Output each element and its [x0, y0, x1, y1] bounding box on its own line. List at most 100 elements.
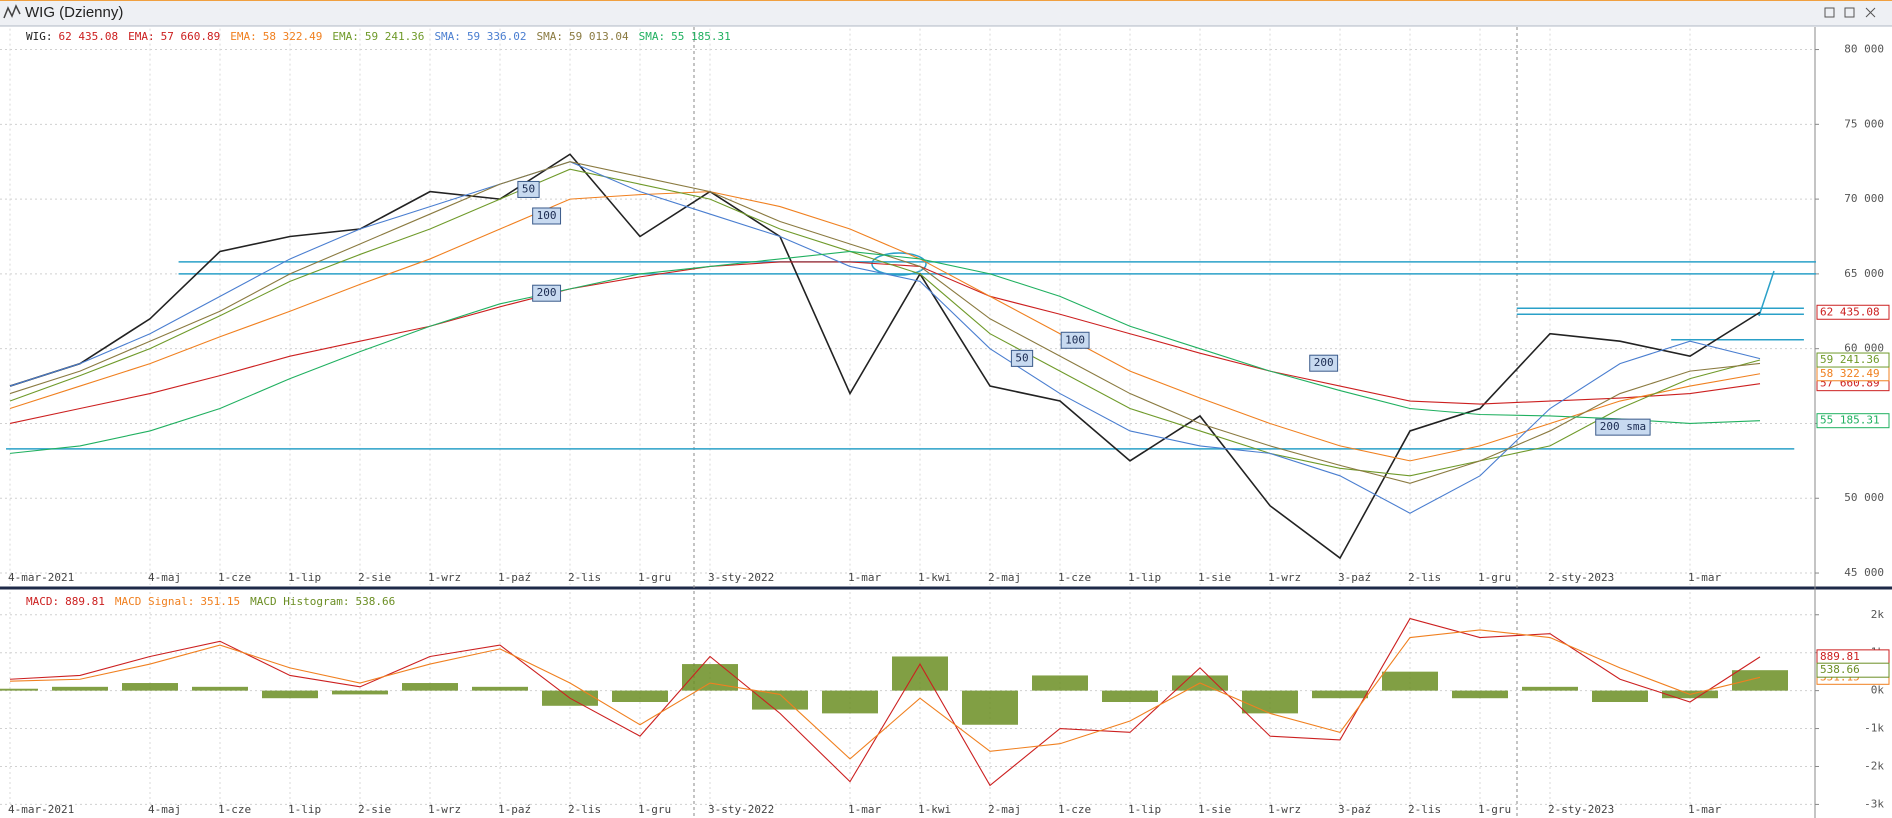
- x-tick-label: 3-paź: [1338, 803, 1371, 816]
- histogram-bar: [1102, 690, 1158, 702]
- x-tick-label: 2-maj: [988, 803, 1021, 816]
- minimize-button[interactable]: [1824, 7, 1835, 18]
- legend-name: MACD Histogram:: [250, 595, 349, 608]
- x-tick-label: 1-wrz: [1268, 571, 1301, 584]
- x-tick-label: 1-wrz: [428, 571, 461, 584]
- price-line: [9, 153, 1761, 560]
- y-tick-label: 80 000: [1844, 43, 1884, 56]
- indicator-line: [9, 261, 1761, 425]
- x-tick-label: 1-sie: [1198, 571, 1231, 584]
- indicator-line: [9, 191, 1761, 462]
- annotation-box: [1595, 418, 1651, 436]
- annotation-label: 200 sma: [1600, 420, 1646, 433]
- legend-value: 351.15: [200, 595, 240, 608]
- histogram-bar: [962, 690, 1018, 725]
- x-tick-label: 3-sty-2022: [708, 803, 774, 816]
- trend-line: [1758, 270, 1775, 317]
- y-tick-label: -3k: [1864, 797, 1884, 810]
- x-tick-label: 2-sty-2023: [1548, 571, 1614, 584]
- restore-button[interactable]: [1844, 7, 1855, 18]
- histogram-bar: [1452, 690, 1508, 699]
- annotation-label: 200: [537, 286, 557, 299]
- x-tick-label: 4-maj: [148, 571, 181, 584]
- value-badge-label: 889.81: [1820, 650, 1860, 663]
- legend-value: 62 435.08: [59, 30, 119, 43]
- highlight-ellipse: [871, 252, 927, 276]
- window-title: WIG (Dzienny): [25, 4, 123, 21]
- x-tick-label: 1-cze: [218, 803, 251, 816]
- legend-name: SMA:: [639, 30, 666, 43]
- x-tick-label: 1-lip: [1128, 571, 1161, 584]
- close-button[interactable]: [1865, 7, 1876, 18]
- legend-name: SMA:: [434, 30, 461, 43]
- x-tick-label: 1-mar: [848, 571, 881, 584]
- y-tick-label: 70 000: [1844, 192, 1884, 205]
- annotation-label: 100: [1065, 333, 1085, 346]
- x-tick-label: 1-sie: [1198, 803, 1231, 816]
- y-tick-label: -2k: [1864, 759, 1884, 772]
- x-tick-label: 2-maj: [988, 571, 1021, 584]
- legend-value: 889.81: [65, 595, 105, 608]
- x-tick-label: 4-maj: [148, 803, 181, 816]
- indicator-line: [9, 617, 1761, 787]
- x-tick-label: 1-paź: [498, 571, 531, 584]
- annotation-box: [1309, 354, 1339, 372]
- histogram-bar: [0, 688, 38, 691]
- legend-value: 59 336.02: [467, 30, 527, 43]
- x-tick-label: 1-mar: [1688, 571, 1721, 584]
- legend-value: 58 322.49: [263, 30, 323, 43]
- value-badge-label: 538.66: [1820, 663, 1860, 676]
- x-tick-label: 1-cze: [218, 571, 251, 584]
- x-tick-label: 1-wrz: [428, 803, 461, 816]
- histogram-bar: [192, 686, 248, 691]
- value-badge-label: 59 241.36: [1820, 353, 1880, 366]
- annotation-label: 50: [522, 182, 535, 195]
- annotation-label: 200: [1314, 356, 1334, 369]
- x-tick-label: 2-lis: [568, 803, 601, 816]
- y-tick-label: 2k: [1871, 608, 1885, 621]
- x-tick-label: 1-cze: [1058, 571, 1091, 584]
- y-tick-label: 0k: [1871, 684, 1885, 697]
- annotation-box: [532, 284, 562, 302]
- histogram-bar: [892, 656, 948, 691]
- value-badge: [1816, 662, 1890, 678]
- indicator-line: [9, 161, 1761, 514]
- x-tick-label: 3-sty-2022: [708, 571, 774, 584]
- annotation-box: [532, 207, 562, 225]
- y-tick-label: 65 000: [1844, 267, 1884, 280]
- histogram-bar: [752, 690, 808, 710]
- annotation-box: [1060, 331, 1090, 349]
- x-tick-label: 2-lis: [568, 571, 601, 584]
- x-tick-label: 1-gru: [638, 571, 671, 584]
- chart-icon: [3, 4, 21, 19]
- indicator-line: [9, 168, 1761, 477]
- indicator-line: [9, 161, 1761, 484]
- x-tick-label: 1-paź: [498, 803, 531, 816]
- annotation-label: 50: [1015, 351, 1028, 364]
- y-tick-label: 45 000: [1844, 566, 1884, 579]
- legend-name: MACD Signal:: [115, 595, 194, 608]
- x-tick-label: 2-sie: [358, 571, 391, 584]
- histogram-bar: [1522, 686, 1578, 691]
- x-tick-label: 1-wrz: [1268, 803, 1301, 816]
- annotation-box: [1010, 349, 1034, 367]
- legend-value: 538.66: [355, 595, 395, 608]
- histogram-bar: [262, 690, 318, 699]
- annotation-box: [517, 180, 540, 198]
- y-tick-label: 50 000: [1844, 491, 1884, 504]
- histogram-bar: [402, 683, 458, 691]
- legend-name: MACD:: [26, 595, 59, 608]
- histogram-bar: [472, 686, 528, 691]
- histogram-bar: [52, 686, 108, 691]
- histogram-bar: [822, 690, 878, 714]
- x-tick-label: 1-gru: [638, 803, 671, 816]
- y-tick-label: -1k: [1864, 722, 1884, 735]
- value-badge-label: 55 185.31: [1820, 414, 1880, 427]
- histogram-bar: [1382, 671, 1438, 691]
- legend-name: WIG:: [26, 30, 53, 43]
- value-badge: [1816, 413, 1890, 429]
- value-badge: [1816, 304, 1890, 320]
- x-tick-label: 2-sty-2023: [1548, 803, 1614, 816]
- x-tick-label: 1-gru: [1478, 803, 1511, 816]
- histogram-bar: [1592, 690, 1648, 702]
